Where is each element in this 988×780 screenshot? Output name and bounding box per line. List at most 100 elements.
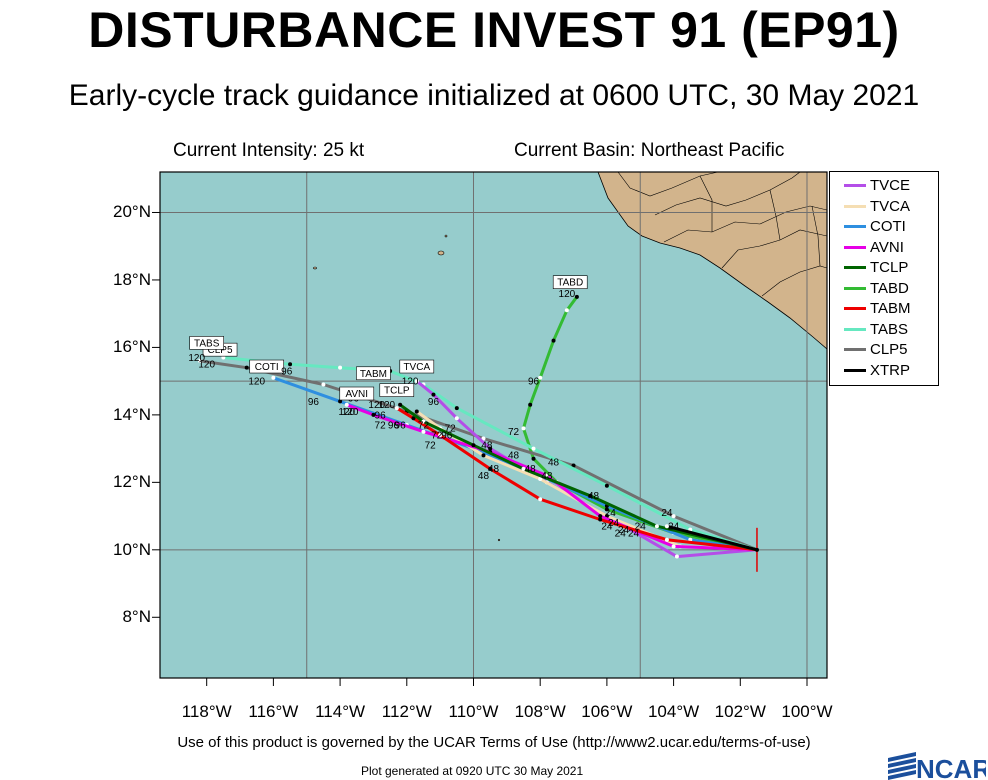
- lon-tick-label: 104°W: [647, 702, 700, 721]
- hour-label: 96: [281, 366, 293, 377]
- track-point: [438, 433, 443, 438]
- track-point: [244, 365, 249, 370]
- model-tag-label: COTI: [255, 362, 279, 373]
- map-frame: [159, 171, 828, 679]
- model-tag-box: [379, 383, 415, 397]
- legend-item-tvca: TVCA: [830, 197, 938, 218]
- lon-tick-label: 118°W: [181, 702, 232, 721]
- track-point: [598, 514, 603, 519]
- hour-label: 120: [368, 400, 385, 411]
- lon-tick-label: 116°W: [248, 702, 299, 721]
- model-tag-box: [339, 386, 375, 401]
- hour-label: 120: [378, 400, 395, 411]
- track-tabs: [221, 355, 758, 552]
- hour-label: 24: [615, 528, 627, 539]
- model-tag-label: TCLP: [384, 386, 410, 397]
- track-point: [394, 406, 399, 411]
- legend-label: AVNI: [870, 238, 904, 256]
- hour-label: 24: [605, 508, 617, 519]
- hour-label: 120: [402, 377, 419, 388]
- track-point: [538, 375, 543, 380]
- track-point: [654, 524, 659, 529]
- hour-label: 24: [668, 522, 680, 533]
- hour-label: 96: [428, 397, 440, 408]
- model-tag-box: [399, 359, 435, 374]
- lat-tick-label: 16°N: [113, 337, 151, 357]
- track-point: [571, 463, 576, 468]
- legend-item-tabm: TABM: [830, 299, 938, 320]
- legend-swatch: [844, 245, 866, 249]
- track-point: [338, 365, 343, 370]
- track-point: [588, 493, 593, 498]
- current-basin: Current Basin: Northeast Pacific: [514, 140, 785, 161]
- hour-label: 24: [618, 525, 630, 536]
- legend-item-tabs: TABS: [830, 320, 938, 341]
- legend-swatch: [844, 348, 866, 351]
- track-point: [271, 375, 276, 380]
- track-point: [551, 338, 556, 343]
- model-tag-box: [189, 336, 224, 350]
- track-point: [371, 412, 376, 417]
- hour-label: 96: [308, 397, 320, 408]
- track-point: [471, 443, 476, 448]
- track-point: [288, 362, 293, 367]
- lat-tick-label: 14°N: [113, 404, 151, 424]
- track-point: [411, 416, 416, 421]
- legend-item-clp5: CLP5: [830, 340, 938, 361]
- lon-tick-label: 110°W: [448, 702, 499, 721]
- lon-tick-label: 106°W: [581, 702, 633, 721]
- legend-item-tvce: TVCE: [830, 176, 938, 197]
- model-legend: TVCE TVCA COTI AVNI TCLP TABD TABM TABS CLP5 XTRP: [829, 171, 939, 386]
- track-point: [598, 517, 603, 522]
- legend-swatch: [844, 266, 866, 269]
- plot-generated-time: Plot generated at 0920 UTC 30 May 2021: [361, 764, 584, 778]
- hour-label: 96: [375, 410, 387, 421]
- track-point: [531, 446, 536, 451]
- track-point: [538, 497, 543, 502]
- track-point: [198, 358, 203, 363]
- islands: [313, 234, 501, 542]
- model-tag-box: [552, 275, 588, 289]
- legend-swatch: [844, 327, 866, 331]
- track-point: [604, 483, 609, 488]
- legend-label: TABS: [870, 320, 909, 338]
- model-tag-label: TABS: [194, 338, 220, 349]
- model-tag-box: [356, 366, 391, 381]
- page-title: DISTURBANCE INVEST 91 (EP91): [88, 2, 900, 58]
- track-point: [414, 409, 419, 414]
- track-point: [421, 429, 426, 434]
- legend-item-xtrp: XTRP: [830, 361, 938, 382]
- hour-label: 48: [508, 451, 520, 462]
- hour-label: 72: [375, 420, 387, 431]
- track-point: [664, 524, 669, 529]
- track-point: [671, 514, 676, 519]
- legend-label: COTI: [870, 218, 906, 235]
- track-tabm: [394, 406, 758, 552]
- track-point: [414, 379, 419, 384]
- hour-label: 48: [478, 471, 490, 482]
- hour-label: 96: [388, 420, 400, 431]
- lon-tick-label: 112°W: [381, 702, 432, 721]
- lon-tick-label: 100°W: [781, 702, 833, 721]
- legend-swatch: [844, 225, 866, 228]
- hour-label: 72: [431, 430, 443, 441]
- track-point: [398, 402, 403, 407]
- mexico-landmass: [597, 172, 827, 350]
- lat-tick-label: 10°N: [113, 539, 151, 559]
- hour-label: 48: [488, 464, 500, 475]
- current-intensity: Current Intensity: 25 kt: [173, 140, 365, 161]
- track-point: [531, 456, 536, 461]
- hour-label: 96: [441, 430, 453, 441]
- legend-item-avni: AVNI: [830, 238, 938, 259]
- legend-label: CLP5: [870, 341, 908, 358]
- hour-label: 72: [418, 420, 430, 431]
- track-point: [488, 466, 493, 471]
- legend-item-tabd: TABD: [830, 279, 938, 300]
- model-tag-label: TABD: [557, 278, 583, 289]
- hour-label: 120: [198, 360, 215, 371]
- hour-label: 72: [445, 424, 457, 435]
- page-subtitle: Early-cycle track guidance initialized a…: [68, 79, 920, 112]
- hour-label: 24: [635, 522, 647, 533]
- track-point: [604, 507, 609, 512]
- ncar-logo-text: NCAR: [916, 754, 986, 780]
